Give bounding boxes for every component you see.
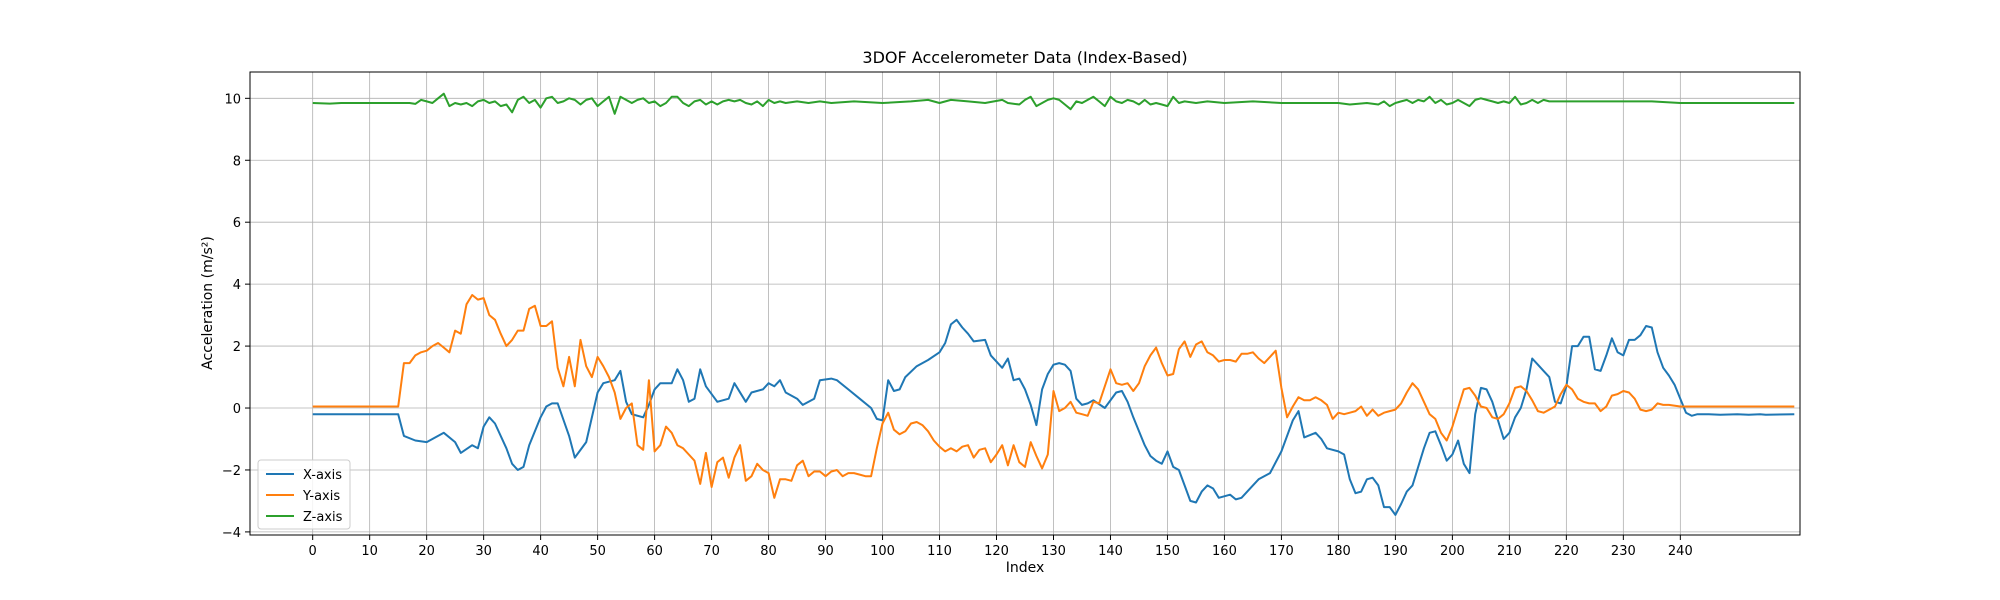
y-tick-label: 4 <box>233 278 241 293</box>
x-axis-label: Index <box>1006 560 1045 576</box>
x-tick-label: 40 <box>532 544 549 559</box>
series-line-z-axis <box>312 92 1795 115</box>
x-tick-label: 190 <box>1383 544 1408 559</box>
y-tick-label: 2 <box>233 340 241 355</box>
x-tick-label: 90 <box>817 544 834 559</box>
x-tick-label: 130 <box>1041 544 1066 559</box>
x-tick-label: 30 <box>475 544 492 559</box>
x-tick-label: 80 <box>760 544 777 559</box>
legend-box <box>257 459 351 530</box>
series-lines <box>312 92 1795 516</box>
plot-frame <box>249 71 1801 536</box>
x-tick-label: 110 <box>927 544 952 559</box>
x-tick-label: 150 <box>1155 544 1180 559</box>
x-tick-label: 220 <box>1554 544 1579 559</box>
legend: X-axis Y-axis Z-axis <box>257 459 351 530</box>
x-tick-label: 170 <box>1269 544 1294 559</box>
x-tick-label: 70 <box>703 544 720 559</box>
y-tick-label: 10 <box>224 92 241 107</box>
x-tick-label: 160 <box>1212 544 1237 559</box>
y-tick-label: −2 <box>222 464 241 479</box>
legend-label-y-axis: Y-axis <box>302 489 340 504</box>
y-tick-label: −4 <box>222 526 241 541</box>
x-tick-label: 20 <box>418 544 435 559</box>
legend-label-z-axis: Z-axis <box>303 510 343 525</box>
axis-ticks: 0 10 20 30 40 50 60 70 80 90 100 110 120 130 140 150 160… <box>222 92 1693 559</box>
x-tick-label: 50 <box>589 544 606 559</box>
y-tick-label: 0 <box>233 402 241 417</box>
x-tick-label: 200 <box>1440 544 1465 559</box>
x-tick-label: 60 <box>646 544 663 559</box>
y-axis-label: Acceleration (m/s²) <box>200 236 216 370</box>
x-tick-label: 210 <box>1497 544 1522 559</box>
chart-title: 3DOF Accelerometer Data (Index-Based) <box>862 48 1187 67</box>
grid-lines <box>250 72 1800 535</box>
y-tick-label: 6 <box>233 216 241 231</box>
x-tick-label: 180 <box>1326 544 1351 559</box>
x-tick-label: 140 <box>1098 544 1123 559</box>
x-tick-label: 10 <box>361 544 378 559</box>
series-line-y-axis <box>312 294 1795 499</box>
x-tick-label: 240 <box>1668 544 1693 559</box>
x-tick-label: 100 <box>870 544 895 559</box>
x-tick-label: 120 <box>984 544 1009 559</box>
series-line-x-axis <box>312 318 1795 516</box>
y-tick-label: 8 <box>233 154 241 169</box>
x-tick-label: 0 <box>309 544 317 559</box>
legend-label-x-axis: X-axis <box>303 468 342 483</box>
x-tick-label: 230 <box>1611 544 1636 559</box>
